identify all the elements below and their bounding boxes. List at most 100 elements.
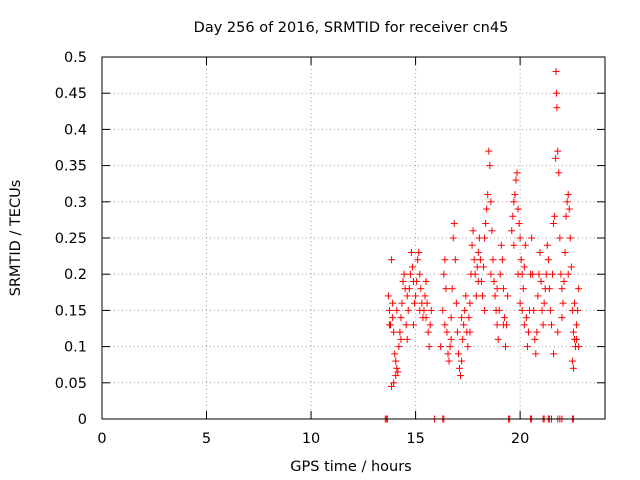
data-point: [471, 270, 479, 278]
data-point: [514, 205, 522, 213]
data-point: [573, 335, 581, 343]
data-point: [415, 248, 423, 256]
data-point: [422, 314, 430, 322]
data-point: [498, 256, 506, 264]
data-point: [458, 357, 466, 365]
data-point: [481, 234, 489, 242]
data-point: [466, 328, 474, 336]
data-point: [534, 292, 542, 300]
y-tick-label: 0: [78, 412, 87, 428]
data-point: [414, 256, 422, 264]
data-point: [568, 357, 576, 365]
data-point: [569, 364, 577, 372]
data-point: [544, 256, 552, 264]
data-point: [554, 147, 562, 155]
data-point: [540, 299, 548, 307]
data-point: [404, 306, 412, 314]
data-point: [411, 299, 419, 307]
y-tick-label: 0.1: [64, 340, 87, 356]
data-point: [452, 299, 460, 307]
data-point: [393, 306, 401, 314]
data-point: [552, 89, 560, 97]
data-point: [530, 306, 538, 314]
data-point: [553, 104, 561, 112]
data-point: [483, 205, 491, 213]
data-point: [413, 277, 421, 285]
data-point: [558, 285, 566, 293]
data-point: [557, 270, 565, 278]
data-point: [533, 328, 541, 336]
data-point: [490, 277, 498, 285]
data-point: [402, 321, 410, 329]
data-point: [440, 270, 448, 278]
x-tick-label: 5: [202, 431, 211, 447]
data-point: [392, 357, 400, 365]
data-point: [391, 350, 399, 358]
data-point: [494, 335, 502, 343]
data-point: [558, 314, 566, 322]
data-point: [421, 292, 429, 300]
data-point: [563, 198, 571, 206]
data-point: [424, 328, 432, 336]
data-point: [458, 314, 466, 322]
data-point: [451, 256, 459, 264]
x-axis-label: GPS time / hours: [290, 459, 411, 475]
data-point: [500, 314, 508, 322]
data-point: [426, 321, 434, 329]
data-point: [390, 328, 398, 336]
data-point: [537, 277, 545, 285]
data-point: [390, 379, 398, 387]
data-point: [499, 285, 507, 293]
data-point: [489, 256, 497, 264]
chart-title: Day 256 of 2016, SRMTID for receiver cn4…: [194, 20, 509, 36]
data-point: [547, 321, 555, 329]
data-point: [472, 292, 480, 300]
data-point: [397, 314, 405, 322]
data-point: [422, 277, 430, 285]
data-point: [485, 147, 493, 155]
data-point: [484, 191, 492, 199]
data-point: [416, 306, 424, 314]
data-point: [470, 256, 478, 264]
data-point: [564, 270, 572, 278]
data-point: [427, 306, 435, 314]
data-point: [389, 299, 397, 307]
data-point: [457, 372, 465, 380]
data-point: [510, 198, 518, 206]
data-point: [448, 285, 456, 293]
data-point: [473, 263, 481, 271]
data-point: [397, 335, 405, 343]
data-point: [535, 270, 543, 278]
data-point: [499, 321, 507, 329]
data-point: [575, 285, 583, 293]
data-point: [437, 343, 445, 351]
data-point: [570, 299, 578, 307]
data-point: [423, 299, 431, 307]
data-point: [480, 263, 488, 271]
data-point: [487, 198, 495, 206]
data-point: [469, 227, 477, 235]
data-point: [396, 328, 404, 336]
data-point: [552, 67, 560, 75]
data-point: [486, 162, 494, 170]
data-point: [481, 306, 489, 314]
y-tick-label: 0.15: [55, 303, 87, 319]
data-point: [468, 241, 476, 249]
data-point: [478, 292, 486, 300]
data-point: [388, 256, 396, 264]
data-point: [550, 220, 558, 228]
data-point: [395, 343, 403, 351]
data-point: [546, 306, 554, 314]
data-point: [417, 285, 425, 293]
data-point: [509, 212, 517, 220]
data-point: [385, 306, 393, 314]
data-point: [523, 343, 531, 351]
y-tick-label: 0.05: [55, 376, 87, 392]
data-point: [501, 343, 509, 351]
data-point: [441, 256, 449, 264]
data-point: [447, 335, 455, 343]
data-point: [455, 364, 463, 372]
data-point: [449, 234, 457, 242]
data-point: [496, 270, 504, 278]
